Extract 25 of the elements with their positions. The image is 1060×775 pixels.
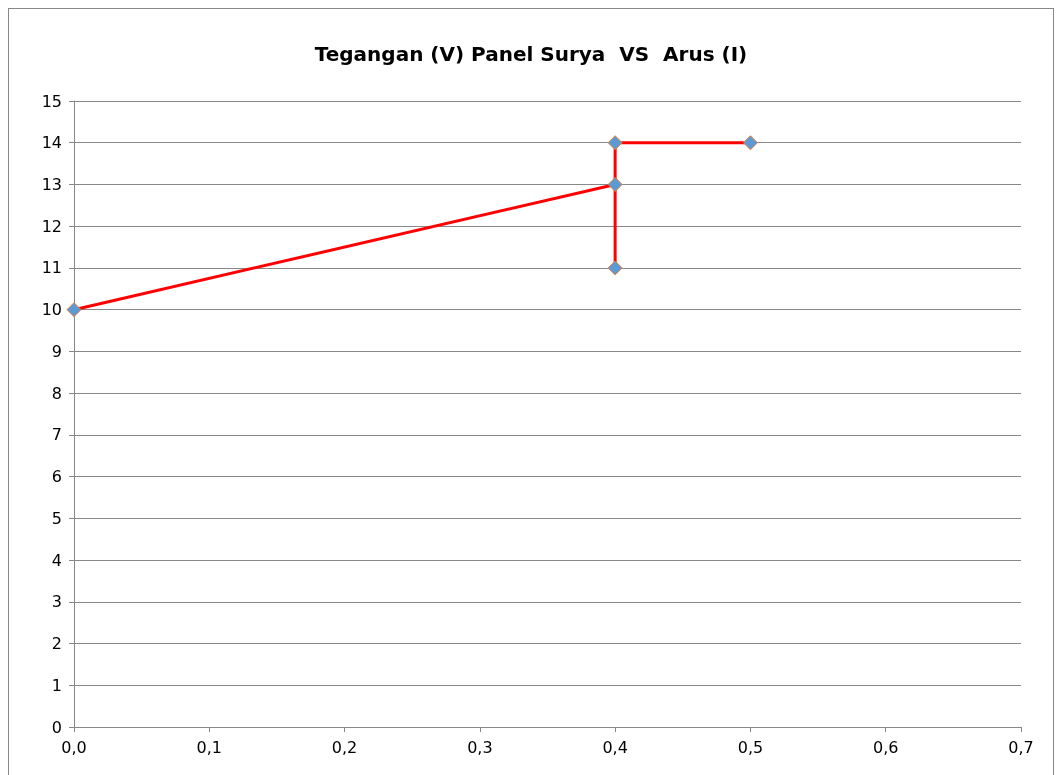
y-tick-label: 7 bbox=[51, 425, 62, 445]
y-tick-label: 8 bbox=[51, 383, 62, 403]
y-tick-label: 1 bbox=[51, 675, 62, 695]
y-tick-label: 10 bbox=[41, 300, 62, 320]
y-tick-label: 0 bbox=[51, 717, 62, 737]
x-tick-label: 0,4 bbox=[602, 737, 628, 757]
x-tick-label: 0,3 bbox=[467, 737, 493, 757]
chart-title: Tegangan (V) Panel Surya VS Arus (I) bbox=[314, 42, 748, 66]
y-tick-label: 12 bbox=[41, 216, 62, 236]
y-tick-label: 2 bbox=[51, 634, 62, 654]
x-tick-label: 0,0 bbox=[61, 737, 87, 757]
y-tick-label: 15 bbox=[41, 91, 62, 111]
x-tick-label: 0,2 bbox=[331, 737, 358, 757]
y-tick-label: 4 bbox=[51, 550, 62, 570]
x-tick-label: 0,1 bbox=[196, 737, 223, 757]
x-tick-label: 0,7 bbox=[1008, 737, 1034, 757]
x-tick-label: 0,6 bbox=[872, 737, 899, 757]
y-tick-label: 6 bbox=[51, 467, 62, 487]
y-tick-label: 3 bbox=[51, 592, 62, 612]
y-tick-label: 5 bbox=[51, 508, 62, 528]
y-tick-label: 9 bbox=[51, 341, 62, 361]
y-tick-label: 11 bbox=[41, 258, 62, 278]
x-tick-label: 0,5 bbox=[737, 737, 764, 757]
y-tick-label: 13 bbox=[41, 174, 62, 194]
y-tick-label: 14 bbox=[41, 133, 62, 153]
